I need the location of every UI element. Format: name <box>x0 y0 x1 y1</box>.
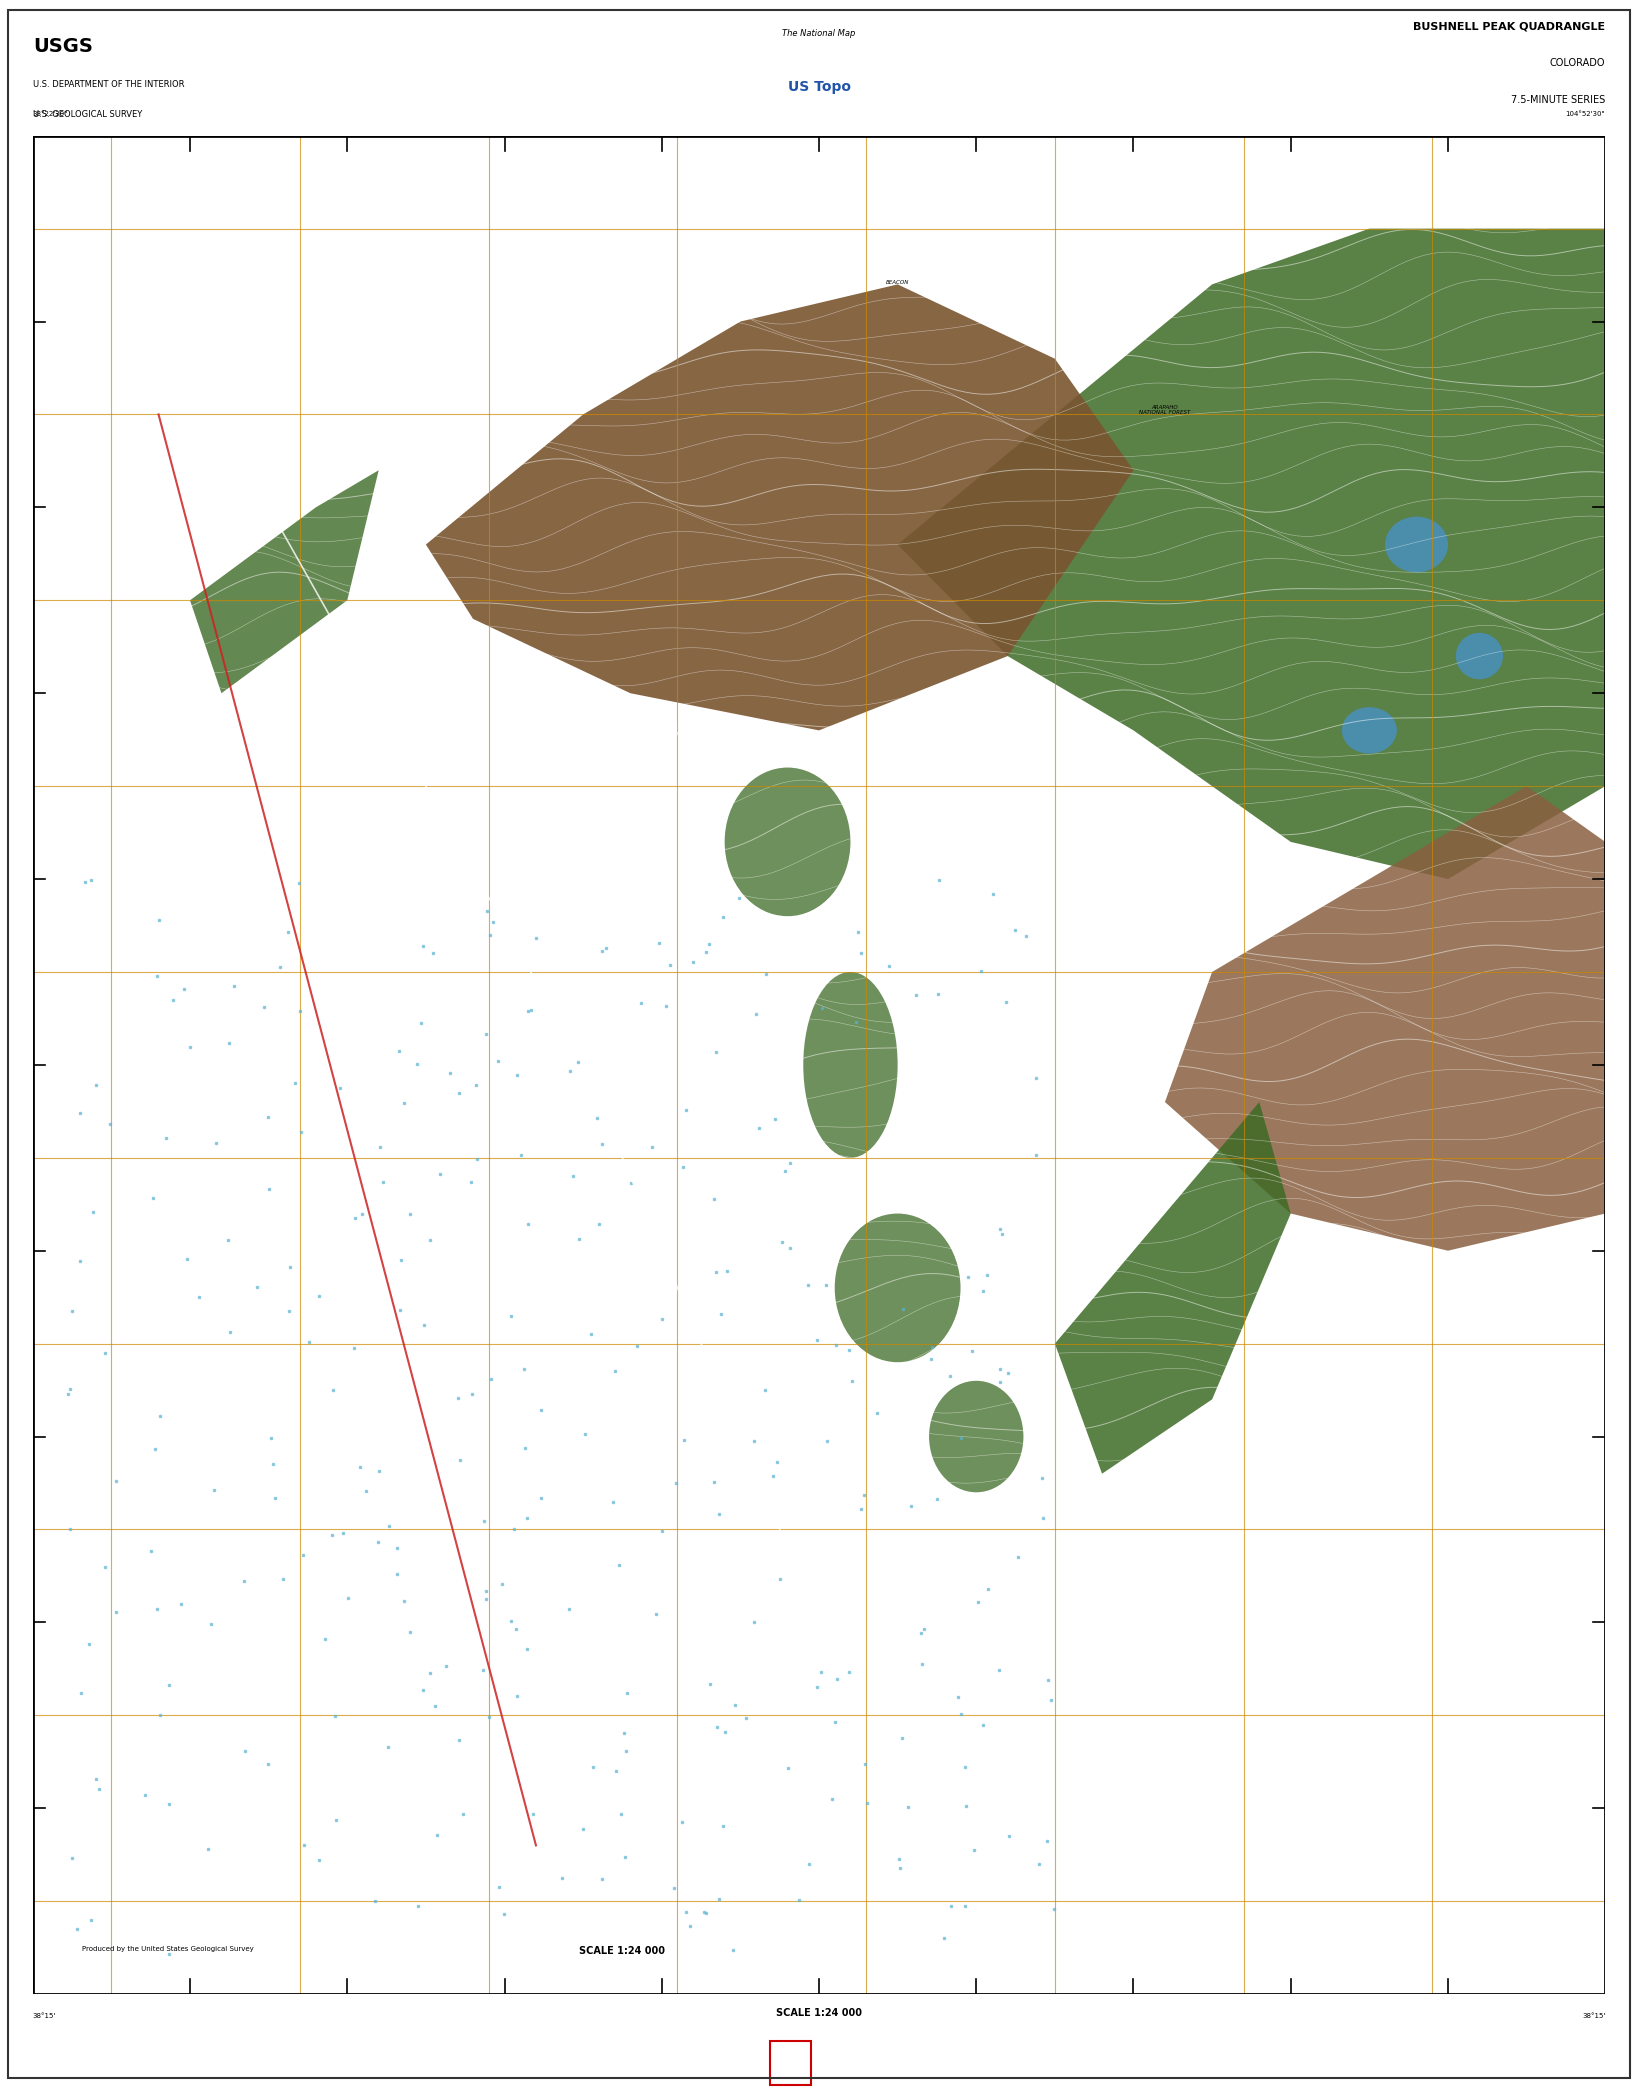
Text: 7.5-MINUTE SERIES: 7.5-MINUTE SERIES <box>1510 94 1605 104</box>
Text: SCALE 1:24 000: SCALE 1:24 000 <box>776 2009 862 2019</box>
Polygon shape <box>426 284 1133 731</box>
Text: 38°22'30": 38°22'30" <box>33 111 69 117</box>
Text: Produced by the United States Geological Survey: Produced by the United States Geological… <box>82 1946 254 1952</box>
Text: 104°52'30": 104°52'30" <box>1566 111 1605 117</box>
Ellipse shape <box>1342 708 1397 754</box>
Ellipse shape <box>724 768 850 917</box>
Text: 38°15': 38°15' <box>33 2013 56 2019</box>
Text: BUSHNELL PEAK QUADRANGLE: BUSHNELL PEAK QUADRANGLE <box>1414 23 1605 31</box>
Polygon shape <box>1165 785 1605 1251</box>
Polygon shape <box>1055 1102 1291 1474</box>
Text: SCALE 1:24 000: SCALE 1:24 000 <box>514 1898 559 1902</box>
Ellipse shape <box>1386 516 1448 572</box>
Ellipse shape <box>803 973 898 1157</box>
Text: COLORADO: COLORADO <box>1550 58 1605 69</box>
Ellipse shape <box>929 1380 1024 1493</box>
Text: BEACON: BEACON <box>886 280 909 286</box>
Ellipse shape <box>835 1213 960 1361</box>
Ellipse shape <box>1456 633 1504 679</box>
Bar <box>770 2042 811 2086</box>
Text: RIO GRANDE
NATIONAL FOREST: RIO GRANDE NATIONAL FOREST <box>662 725 726 737</box>
Text: US Topo: US Topo <box>788 79 850 94</box>
Text: U.S. DEPARTMENT OF THE INTERIOR: U.S. DEPARTMENT OF THE INTERIOR <box>33 79 183 90</box>
Text: U.S. GEOLOGICAL SURVEY: U.S. GEOLOGICAL SURVEY <box>33 109 143 119</box>
Text: The National Map: The National Map <box>783 29 855 38</box>
Polygon shape <box>898 230 1605 879</box>
Text: USGS: USGS <box>33 38 93 56</box>
Text: 38°15': 38°15' <box>1582 2013 1605 2019</box>
Polygon shape <box>190 470 378 693</box>
Text: SCALE 1:24 000: SCALE 1:24 000 <box>580 1946 665 1956</box>
Text: ARAPAHO
NATIONAL FOREST: ARAPAHO NATIONAL FOREST <box>1140 405 1191 416</box>
